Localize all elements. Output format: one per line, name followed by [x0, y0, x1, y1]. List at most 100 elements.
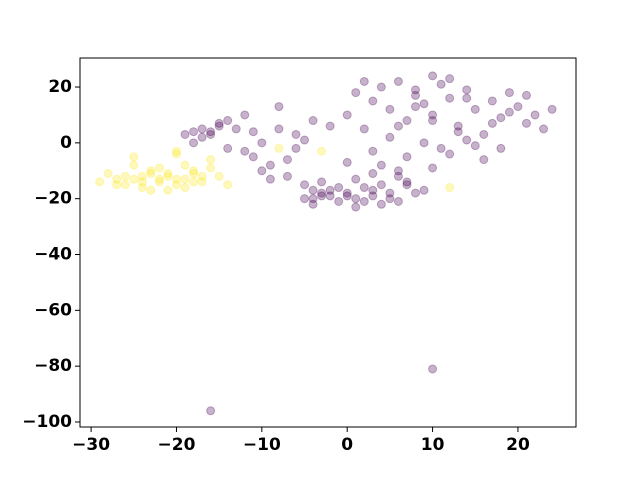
- scatter-point: [154, 177, 164, 187]
- scatter-point: [376, 160, 386, 170]
- scatter-point: [171, 146, 181, 156]
- scatter-point: [112, 180, 122, 190]
- scatter-point: [436, 143, 446, 153]
- scatter-point: [274, 143, 284, 153]
- scatter-point: [206, 129, 216, 139]
- scatter-point: [419, 99, 429, 109]
- scatter-point: [376, 180, 386, 190]
- plot-frame: [79, 57, 577, 428]
- scatter-point: [248, 127, 258, 137]
- scatter-point: [206, 163, 216, 173]
- y-tick-label: 0: [60, 133, 72, 153]
- scatter-point: [163, 185, 173, 195]
- scatter-point: [291, 129, 301, 139]
- scatter-point: [163, 171, 173, 181]
- scatter-point: [470, 104, 480, 114]
- scatter-point: [146, 166, 156, 176]
- scatter-point: [393, 196, 403, 206]
- scatter-point: [428, 71, 438, 81]
- scatter-point: [351, 194, 361, 204]
- scatter-point: [402, 116, 412, 126]
- y-tick-label: −80: [34, 356, 72, 376]
- scatter-point: [146, 169, 156, 179]
- scatter-point: [95, 177, 105, 187]
- scatter-point: [385, 188, 395, 198]
- scatter-point: [129, 160, 139, 170]
- scatter-point: [265, 174, 275, 184]
- scatter-point: [308, 194, 318, 204]
- scatter-point: [368, 96, 378, 106]
- scatter-point: [428, 364, 438, 374]
- scatter-point: [496, 113, 506, 123]
- scatter-point: [513, 102, 523, 112]
- scatter-point: [496, 143, 506, 153]
- scatter-point: [351, 174, 361, 184]
- scatter-point: [146, 185, 156, 195]
- scatter-point: [300, 135, 310, 145]
- scatter-point: [334, 183, 344, 193]
- x-tick-label: −10: [243, 435, 281, 455]
- x-tick-label: 10: [421, 435, 445, 455]
- scatter-point: [342, 110, 352, 120]
- scatter-point: [223, 116, 233, 126]
- scatter-point: [197, 171, 207, 181]
- scatter-point: [137, 183, 147, 193]
- scatter-point: [180, 174, 190, 184]
- y-tick-label: −60: [34, 300, 72, 320]
- scatter-point: [325, 185, 335, 195]
- y-tick-label: 20: [48, 77, 72, 97]
- scatter-point: [393, 166, 403, 176]
- scatter-point: [137, 171, 147, 181]
- scatter-point: [445, 183, 455, 193]
- scatter-point: [521, 118, 531, 128]
- scatter-point: [137, 177, 147, 187]
- scatter-point: [521, 90, 531, 100]
- scatter-point: [103, 169, 113, 179]
- scatter-point: [154, 163, 164, 173]
- scatter-point: [411, 188, 421, 198]
- scatter-point: [189, 166, 199, 176]
- scatter-point: [359, 183, 369, 193]
- scatter-point: [393, 171, 403, 181]
- scatter-point: [462, 93, 472, 103]
- scatter-point: [317, 188, 327, 198]
- y-tick-label: −100: [22, 412, 72, 432]
- scatter-point: [428, 110, 438, 120]
- scatter-point: [385, 104, 395, 114]
- scatter-point: [223, 180, 233, 190]
- scatter-point: [274, 124, 284, 134]
- x-tick-label: −30: [72, 435, 110, 455]
- scatter-point: [342, 157, 352, 167]
- scatter-point: [197, 132, 207, 142]
- y-tick-label: −40: [34, 245, 72, 265]
- scatter-point: [547, 104, 557, 114]
- scatter-point: [385, 194, 395, 204]
- scatter-point: [206, 127, 216, 137]
- scatter-point: [129, 152, 139, 162]
- scatter-point: [257, 138, 267, 148]
- scatter-point: [129, 174, 139, 184]
- scatter-point: [180, 129, 190, 139]
- y-tick-label: −20: [34, 189, 72, 209]
- scatter-point: [351, 88, 361, 98]
- scatter-point: [334, 196, 344, 206]
- scatter-point: [530, 110, 540, 120]
- scatter-point: [189, 169, 199, 179]
- scatter-point: [411, 85, 421, 95]
- scatter-point: [487, 118, 497, 128]
- scatter-point: [206, 406, 216, 416]
- scatter-point: [120, 171, 130, 181]
- scatter-point: [428, 163, 438, 173]
- scatter-point: [359, 124, 369, 134]
- x-tick-label: 20: [506, 435, 530, 455]
- scatter-point: [163, 169, 173, 179]
- scatter-point: [470, 141, 480, 151]
- scatter-point: [436, 79, 446, 89]
- scatter-point: [180, 183, 190, 193]
- scatter-point: [206, 155, 216, 165]
- scatter-point: [487, 96, 497, 106]
- scatter-point: [504, 107, 514, 117]
- scatter-point: [342, 188, 352, 198]
- scatter-point: [274, 102, 284, 112]
- scatter-point: [248, 152, 258, 162]
